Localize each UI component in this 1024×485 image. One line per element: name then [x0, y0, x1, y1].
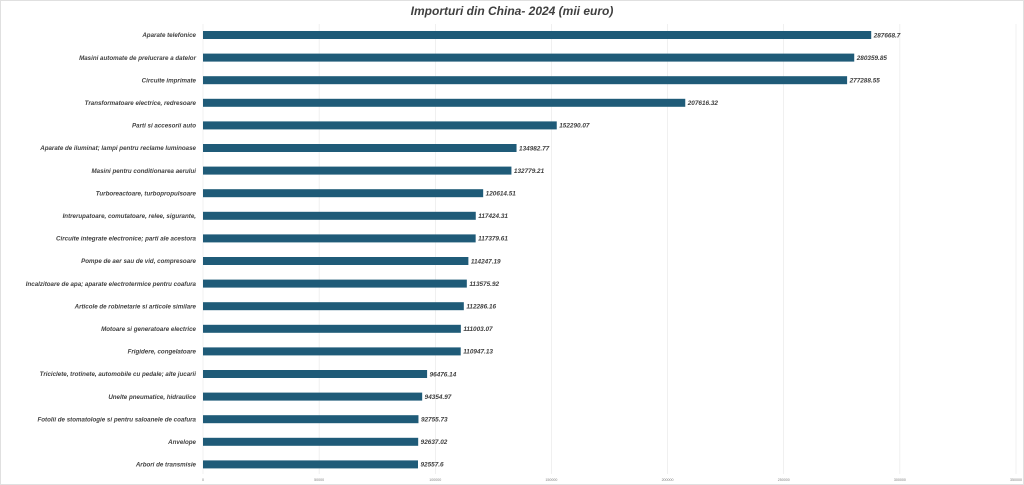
bar	[203, 460, 418, 469]
data-label: 277288.55	[849, 78, 881, 85]
category-label: Articole de robinetarie si articole simi…	[74, 303, 197, 310]
bar	[203, 166, 512, 175]
data-label: 134982.77	[519, 145, 550, 152]
category-label: Circuite integrate electronice; parti al…	[56, 236, 197, 243]
bar	[203, 53, 855, 62]
bar	[203, 415, 419, 424]
category-label: Incalzitoare de apa; aparate electroterm…	[26, 281, 197, 288]
x-tick-label: 100000	[429, 478, 441, 482]
data-label: 152290.07	[559, 123, 590, 130]
data-label: 112286.16	[466, 304, 496, 311]
bar	[203, 144, 517, 152]
category-label: Turboreactoare, turbopropulsoare	[96, 190, 197, 197]
category-label: Aparate de iluminat; lampi pentru reclam…	[39, 145, 196, 152]
data-label: 92755.73	[421, 417, 448, 424]
bar	[203, 392, 423, 401]
bar	[203, 302, 464, 311]
category-label: Arbori de transmisie	[135, 462, 197, 469]
bar	[203, 31, 872, 39]
chart-title: Importuri din China- 2024 (mii euro)	[410, 4, 614, 18]
data-label: 111003.07	[463, 326, 493, 333]
bar	[203, 234, 476, 243]
bar	[203, 347, 461, 356]
bar	[203, 370, 428, 378]
bar	[203, 189, 484, 198]
data-label: 117424.31	[478, 213, 508, 220]
data-label: 110947.13	[463, 349, 493, 356]
data-label: 117379.61	[478, 236, 508, 243]
data-label: 92637.02	[421, 439, 448, 446]
data-label: 132779.21	[514, 168, 545, 175]
category-label-layer: Aparate telefonice Masini automate de pre…	[26, 32, 197, 468]
category-label: Transformatoare electrice, redresoare	[85, 100, 197, 107]
bar-layer	[203, 31, 872, 469]
category-label: Anvelope	[167, 439, 196, 446]
x-tick-label: 150000	[545, 478, 557, 482]
category-label: Motoare si generatoare electrice	[101, 326, 196, 333]
data-label: 96476.14	[430, 371, 457, 378]
bar	[203, 211, 476, 220]
category-label: Fotolii de stomatologie si pentru saloan…	[38, 416, 197, 423]
category-label: Intrerupatoare, comutatoare, relee, sigu…	[63, 213, 197, 220]
data-label: 94354.97	[425, 394, 452, 401]
category-label: Circuite imprimate	[142, 77, 197, 84]
x-tick-label: 0	[202, 478, 204, 482]
bar	[203, 76, 848, 85]
bar	[203, 121, 557, 130]
category-label: Triciclete, trotinete, automobile cu ped…	[40, 371, 197, 378]
data-label: 280359.85	[856, 55, 888, 62]
category-label: Masini pentru conditionarea aerului	[91, 168, 196, 175]
data-label: 92557.6	[420, 462, 444, 469]
category-label: Unelte pneumatice, hidraulice	[108, 394, 196, 401]
x-tick-label: 250000	[778, 478, 790, 482]
bar	[203, 257, 469, 265]
category-label: Parti si accesorii auto	[132, 123, 196, 130]
tick-label-layer: 0 50000 100000 150000 200000 250000 300000 3500…	[202, 478, 1022, 482]
data-label: 114247.19	[471, 258, 501, 265]
bar	[203, 324, 461, 333]
category-label: Pompe de aer sau de vid, compresoare	[81, 258, 196, 265]
x-tick-label: 350000	[1010, 478, 1022, 482]
x-tick-label: 50000	[314, 478, 324, 482]
category-label: Frigidere, congelatoare	[128, 349, 197, 356]
category-label: Aparate telefonice	[141, 32, 196, 39]
data-label: 207616.32	[687, 100, 719, 107]
x-tick-label: 300000	[894, 478, 906, 482]
data-label: 113575.92	[469, 281, 499, 288]
grid-layer	[202, 24, 1017, 474]
x-tick-label: 200000	[662, 478, 674, 482]
bar	[203, 279, 467, 288]
value-label-layer: 287668.7 280359.85 277288.55 207616.32 15229…	[420, 32, 900, 468]
category-label: Masini automate de prelucrare a datelor	[79, 55, 197, 62]
data-label: 120614.51	[486, 191, 517, 198]
bar	[203, 437, 419, 446]
bar	[203, 98, 686, 107]
data-label: 287668.7	[873, 32, 901, 39]
